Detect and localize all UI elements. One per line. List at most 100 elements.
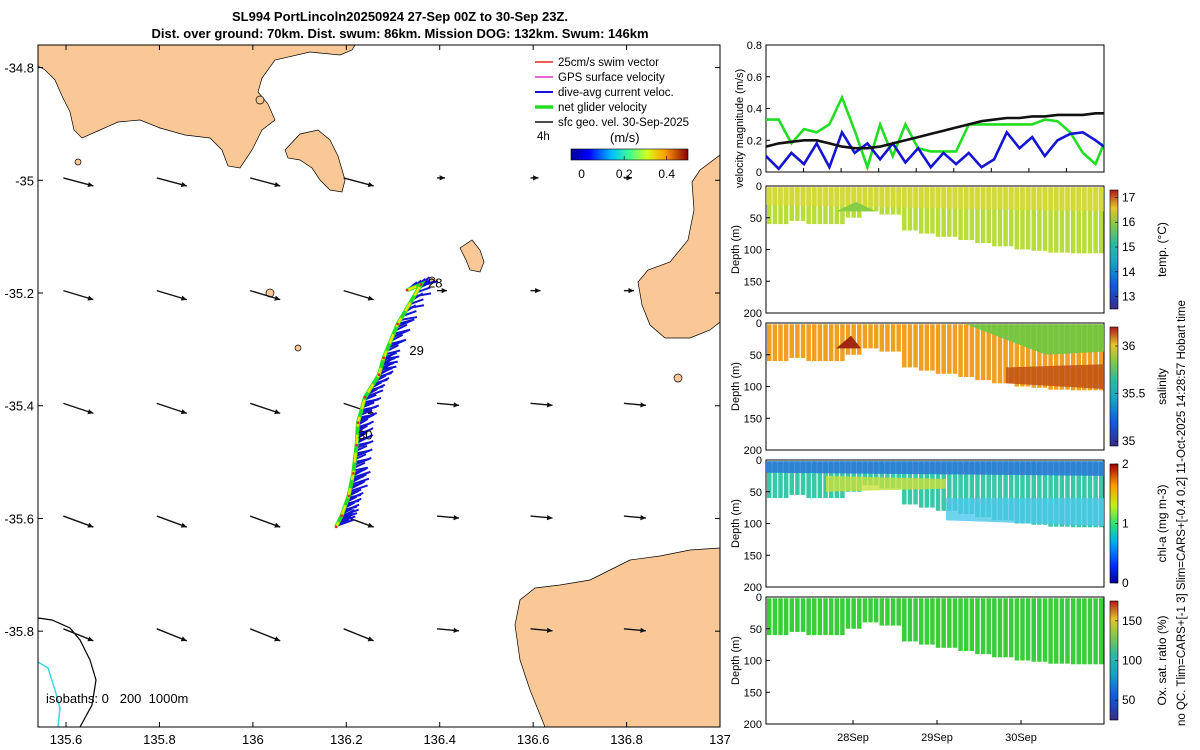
section-profile-column [800,324,806,358]
map-x-tick-label: 137 [709,732,731,747]
current-vector [346,491,364,501]
section-profile-column [924,324,930,371]
section-y-tick-label: 150 [744,413,762,425]
map-x-tick-label: 136.2 [330,732,363,747]
section-profile-column [1025,461,1031,524]
chl-deep-layer [946,498,1104,527]
map-y-tick-label: -35.8 [4,624,34,639]
section-profile-column [930,324,935,371]
current-vector [399,316,418,322]
section-profile-column [935,324,941,374]
section-profile-column [980,461,986,518]
geo-velocity-arrow [63,628,94,642]
section-profile-column [800,598,806,632]
section-colorbar-label: chl-a (mg m-3) [1155,484,1169,562]
geo-velocity-arrow [156,515,188,528]
section-profile-column [1014,187,1020,250]
section-profile-column [907,187,913,231]
swim-vector-point [363,395,367,399]
geo-velocity-arrow [530,627,553,633]
section-profile-column [1070,598,1076,665]
map-x-ticks: 135.6 135.8 136 136.2 136.4 136.6 136.8 137 [50,45,731,747]
swim-vector-point [405,288,409,292]
current-vector [384,349,401,356]
map-x-tick-label: 135.6 [50,732,83,747]
section-profile-column [789,461,795,495]
section-profile-column [941,324,946,374]
geo-velocity-arrow [249,402,281,415]
section-profile-column [1008,598,1014,658]
section-profile-column [1082,598,1087,665]
section-profile-column [997,324,1003,384]
salinity-high-feature [1006,364,1104,390]
section-profile-column [930,598,935,645]
geo-velocity-arrow [437,402,460,408]
section-profile-column [986,461,991,518]
side-note: no QC. Tlim=CARS+[-1 3] Slim=CARS+[-0.4 … [1176,300,1188,726]
section-x-tick-label: 29Sep [921,732,953,744]
map-x-tick-label: 135.8 [143,732,176,747]
map-legend: 25cm/s swim vector GPS surface velocity … [535,57,689,181]
map-colorbar [570,148,689,161]
section-profile-column [879,598,885,626]
section-profile-column [969,598,975,651]
section-profile-column [1065,324,1070,390]
geo-velocity-arrows [63,175,646,642]
map-colorbar-tick-label: 0.4 [658,167,675,181]
section-profile-column [1025,187,1031,250]
map-x-tick-label: 136.8 [610,732,643,747]
section-colorbar-tick-label: 35.5 [1122,387,1146,401]
current-vector [342,503,360,513]
section-profile-column [767,187,772,225]
section-profile-column [896,324,901,352]
section-profile-column [992,461,997,521]
legend-current-label: dive-avg current veloc. [558,87,674,99]
section-profile-column [992,324,997,384]
section-profile-column [1059,187,1065,253]
geo-velocity-arrow [530,175,539,181]
current-vector [352,466,369,477]
velocity-y-tick-label: 0.8 [747,40,762,52]
section-profile-column [963,598,969,651]
section-profile-column [975,187,980,244]
land-island-2 [459,239,485,273]
section-colorbar-tick-label: 0 [1122,576,1129,590]
legend-gps-velocity-label: GPS surface velocity [558,72,665,84]
glider-track-group [334,276,439,529]
isobath-label: isobaths: 0 200 1000m [46,691,188,706]
land-islet [294,344,302,352]
figure-title-line2: Dist. over ground: 70km. Dist. swum: 86k… [151,26,649,41]
velocity-y-tick-label: 0.6 [747,72,762,84]
section-y-tick-label: 100 [744,656,762,668]
section-y-tick-label: 150 [744,276,762,288]
section-profile-column [789,324,795,358]
section-profile-column [952,461,958,511]
section-profile-column [986,324,991,381]
section-profile-column [975,598,980,655]
section-axes-box [765,596,1105,725]
section-profile-column [868,598,873,623]
section-y-tick-label: 150 [744,550,762,562]
section-profile-column [1042,598,1048,662]
current-vector [350,477,370,486]
section-ylabel: Depth (m) [730,636,742,685]
map-colorbar-label: (m/s) [610,130,640,145]
section-profile-column [851,461,856,492]
section-y-tick-label: 200 [744,719,762,731]
geo-velocity-arrow [623,402,646,408]
section-profile-column [873,324,879,349]
geo-velocity-arrow [250,289,281,301]
map-y-tick-label: -35.6 [4,511,34,526]
map-land-group [38,45,720,727]
section-profile-column [1042,324,1048,388]
section-profile-column [992,598,997,658]
section-profile-column [783,461,789,499]
section-profile-column [783,324,789,362]
section-profile-column [885,461,890,489]
section-profile-column [783,598,789,636]
section-profile-column [828,598,834,636]
map-x-tick-label: 136 [242,732,264,747]
section-profile-column [1008,187,1014,247]
section-colorbar-tick-label: 36 [1122,339,1136,353]
section-panel: 13 14 15 16 17 temp. (°C) 0 50 100 150 200 Depth (m… [730,181,1169,320]
